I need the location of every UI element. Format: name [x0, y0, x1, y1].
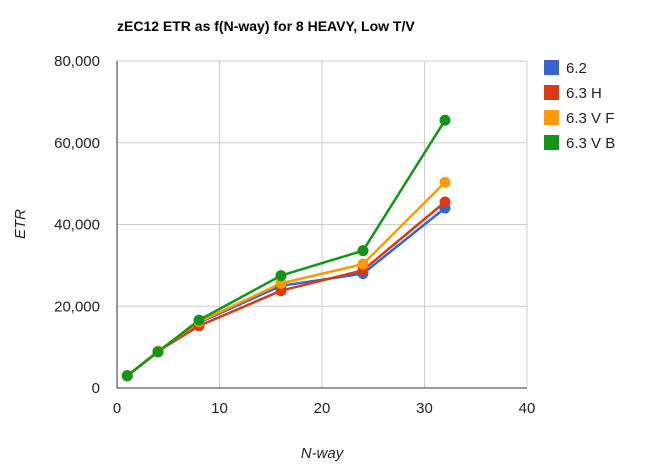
legend-entry: 6.3 V B [566, 135, 615, 152]
y-tick-label: 40,000 [54, 217, 100, 234]
legend-entry: 6.3 V F [566, 110, 614, 127]
data-point [275, 270, 287, 282]
data-point [357, 258, 369, 270]
x-axis-label: N-way [301, 445, 345, 462]
chart-title: zEC12 ETR as f(N-way) for 8 HEAVY, Low T… [117, 18, 415, 34]
series-line [126, 119, 447, 377]
data-point [275, 277, 287, 289]
data-point [152, 346, 164, 358]
legend-swatch [544, 135, 559, 150]
x-tick-label: 0 [113, 400, 121, 417]
data-point [439, 176, 451, 188]
x-tick-label: 30 [416, 400, 433, 417]
plot-area: 0 10 20 30 40 0 20,000 40,000 60,000 80,000 [54, 53, 535, 417]
x-tick-label: 20 [314, 400, 331, 417]
data-point [357, 245, 369, 257]
data-point [439, 114, 451, 126]
data-point [193, 314, 205, 326]
x-tick-label: 10 [211, 400, 228, 417]
x-tick-label: 40 [519, 400, 536, 417]
legend-entry: 6.2 [566, 60, 587, 77]
legend-swatch [544, 60, 559, 75]
y-tick-label: 0 [92, 380, 100, 397]
y-tick-label: 60,000 [54, 135, 100, 152]
legend-swatch [544, 85, 559, 100]
y-tick-label: 20,000 [54, 298, 100, 315]
y-axis-label: ETR [12, 209, 29, 239]
legend: 6.2 6.3 H 6.3 V F 6.3 V B [544, 60, 615, 152]
legend-swatch [544, 110, 559, 125]
legend-entry: 6.3 H [566, 85, 602, 102]
y-tick-label: 80,000 [54, 53, 100, 70]
data-point [121, 370, 133, 382]
data-point [439, 196, 451, 208]
